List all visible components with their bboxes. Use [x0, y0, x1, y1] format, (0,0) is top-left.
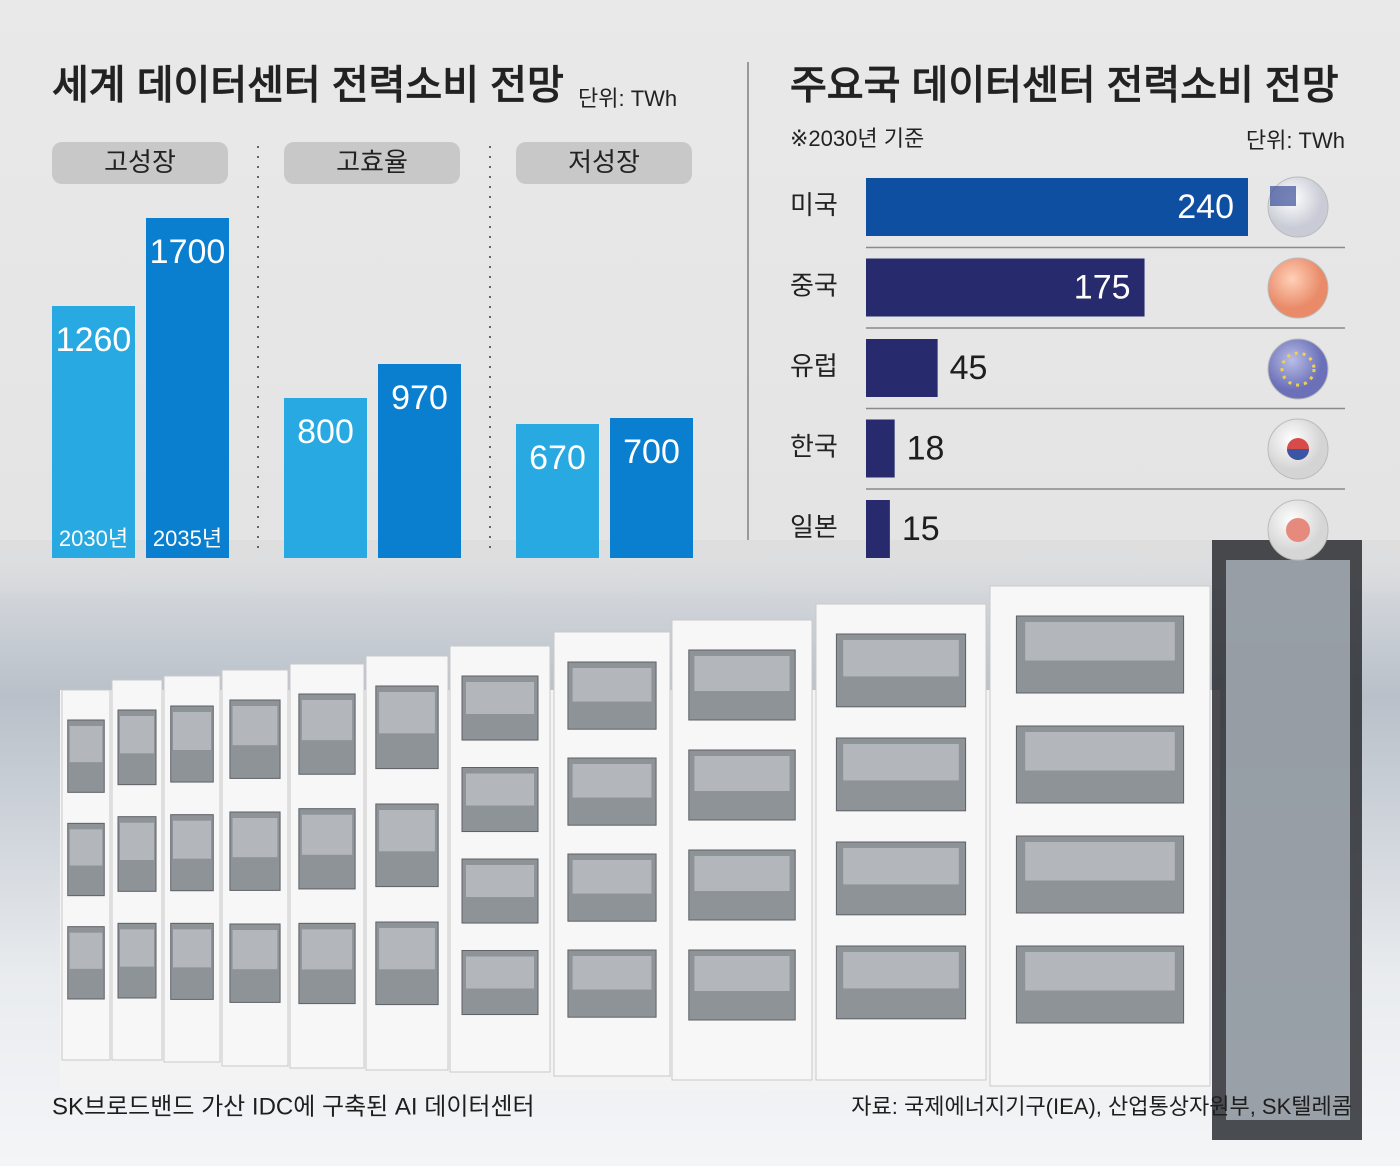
group-label: 고효율: [336, 147, 408, 177]
value-label: 240: [1177, 188, 1234, 226]
value-label: 15: [902, 510, 940, 548]
server-front: [572, 860, 652, 894]
value-label: 18: [907, 429, 945, 467]
server-front: [379, 810, 435, 852]
series-label: 2035년: [153, 526, 222, 551]
value-label: 1700: [150, 233, 226, 271]
flag-icon: [1286, 518, 1310, 542]
rack-door: [1226, 560, 1350, 1120]
bar: [516, 424, 599, 558]
bar: [866, 419, 895, 478]
value-label: 45: [950, 349, 988, 387]
server-front: [1025, 622, 1175, 661]
bar: [610, 418, 693, 558]
server-front: [466, 773, 534, 806]
value-label: 970: [391, 379, 448, 417]
server-front: [301, 814, 353, 855]
group-label: 저성장: [568, 147, 640, 177]
photo-caption: SK브로드밴드 가산 IDC에 구축된 AI 데이터센터: [52, 1093, 535, 1120]
server-front: [1025, 732, 1175, 771]
bar: [866, 178, 1248, 236]
server-front: [172, 712, 212, 751]
server-front: [172, 820, 212, 859]
server-front: [120, 822, 154, 860]
group-pill: [52, 142, 228, 184]
chart-title: 주요국 데이터센터 전력소비 전망: [790, 64, 1339, 108]
server-front: [694, 956, 790, 991]
server-front: [843, 952, 959, 989]
category-label: 한국: [790, 431, 838, 461]
server-front: [572, 764, 652, 798]
server-front: [69, 726, 103, 763]
chart-title: 세계 데이터센터 전력소비 전망: [52, 64, 564, 108]
category-label: 유럽: [790, 351, 838, 381]
server-front: [232, 818, 278, 858]
datacenter-photo: [0, 540, 1400, 1166]
server-front: [1025, 842, 1175, 881]
category-label: 중국: [790, 270, 838, 300]
server-front: [379, 692, 435, 734]
bar: [866, 339, 938, 397]
unit-label: 단위: TWh: [1246, 128, 1345, 153]
bar: [52, 306, 135, 558]
unit-label: 단위: TWh: [578, 86, 677, 111]
group-pill: [516, 142, 692, 184]
server-front: [843, 848, 959, 885]
value-label: 800: [297, 413, 354, 451]
server-front: [232, 706, 278, 746]
server-front: [466, 682, 534, 715]
bar: [146, 218, 229, 558]
server-front: [69, 829, 103, 866]
server-front: [120, 716, 154, 754]
bar: [378, 364, 461, 558]
server-front: [843, 744, 959, 781]
series-label: 2030년: [59, 526, 128, 551]
bar: [866, 258, 1145, 317]
flags: [1267, 176, 1329, 561]
group-pill: [284, 142, 460, 184]
server-front: [69, 932, 103, 969]
bar: [284, 398, 367, 558]
server-front: [694, 756, 790, 791]
server-front: [172, 929, 212, 968]
server-front: [466, 956, 534, 989]
server-front: [379, 928, 435, 970]
flag-icon: [1280, 351, 1316, 387]
flag-icon: [1287, 449, 1309, 460]
group-label: 고성장: [104, 147, 176, 177]
category-label: 미국: [790, 190, 838, 220]
server-front: [572, 956, 652, 990]
server-front: [301, 700, 353, 741]
server-front: [843, 640, 959, 677]
value-label: 175: [1074, 268, 1131, 306]
server-front: [694, 856, 790, 891]
server-front: [232, 930, 278, 970]
server-front: [301, 929, 353, 970]
value-label: 670: [529, 439, 586, 477]
flag-icon: [1270, 186, 1296, 206]
server-front: [694, 656, 790, 691]
value-label: 1260: [56, 321, 132, 359]
bar: [866, 500, 890, 558]
source-note: 자료: 국제에너지기구(IEA), 산업통상자원부, SK텔레콤: [851, 1094, 1352, 1119]
server-front: [466, 865, 534, 898]
value-label: 700: [623, 433, 680, 471]
server-front: [1025, 952, 1175, 991]
flag-icon: [1267, 257, 1329, 319]
flag-icon: [1267, 338, 1329, 400]
category-label: 일본: [790, 512, 838, 542]
server-front: [572, 668, 652, 702]
server-front: [120, 929, 154, 967]
chart-subtitle: ※2030년 기준: [790, 126, 924, 151]
